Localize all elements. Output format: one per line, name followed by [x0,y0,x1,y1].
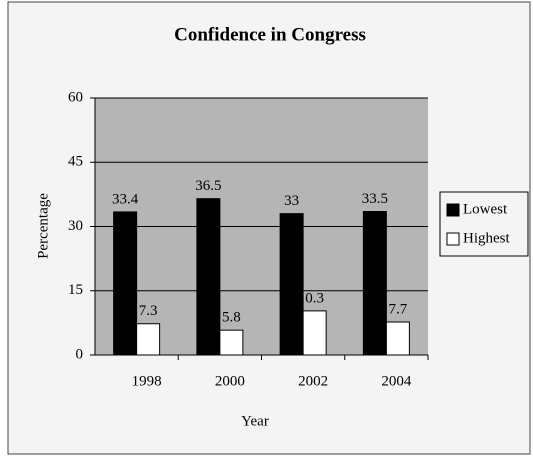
data-label: 0.3 [305,290,324,306]
x-tick-label: 1998 [132,373,162,389]
data-label: 7.3 [139,303,158,319]
legend-label: Highest [463,230,510,246]
bar [219,329,244,356]
legend-swatch [446,203,460,217]
bar [196,198,221,356]
x-tick-label: 2002 [298,373,328,389]
x-axis-label: Year [241,413,269,429]
legend-label: Lowest [463,201,508,217]
bar [279,213,304,356]
y-tick-label: 0 [76,346,84,362]
chart-title: Confidence in Congress [174,24,366,45]
data-label: 7.7 [389,301,408,317]
data-label: 36.5 [195,178,221,194]
bar [385,321,410,356]
data-label: 33.5 [362,191,388,207]
bar [113,211,138,356]
data-label: 33.4 [112,191,139,207]
y-tick-label: 60 [68,89,83,105]
y-tick-label: 45 [68,154,83,170]
x-tick-label: 2000 [215,373,245,389]
legend-swatch [446,232,460,246]
bar [302,310,327,356]
bar [136,323,161,356]
y-tick-label: 15 [68,282,83,298]
x-tick-label: 2004 [381,373,412,389]
data-label: 33 [284,193,299,209]
bar [362,211,387,356]
y-tick-label: 30 [68,218,83,234]
data-label: 5.8 [222,310,241,326]
y-axis-label: Percentage [35,193,51,259]
